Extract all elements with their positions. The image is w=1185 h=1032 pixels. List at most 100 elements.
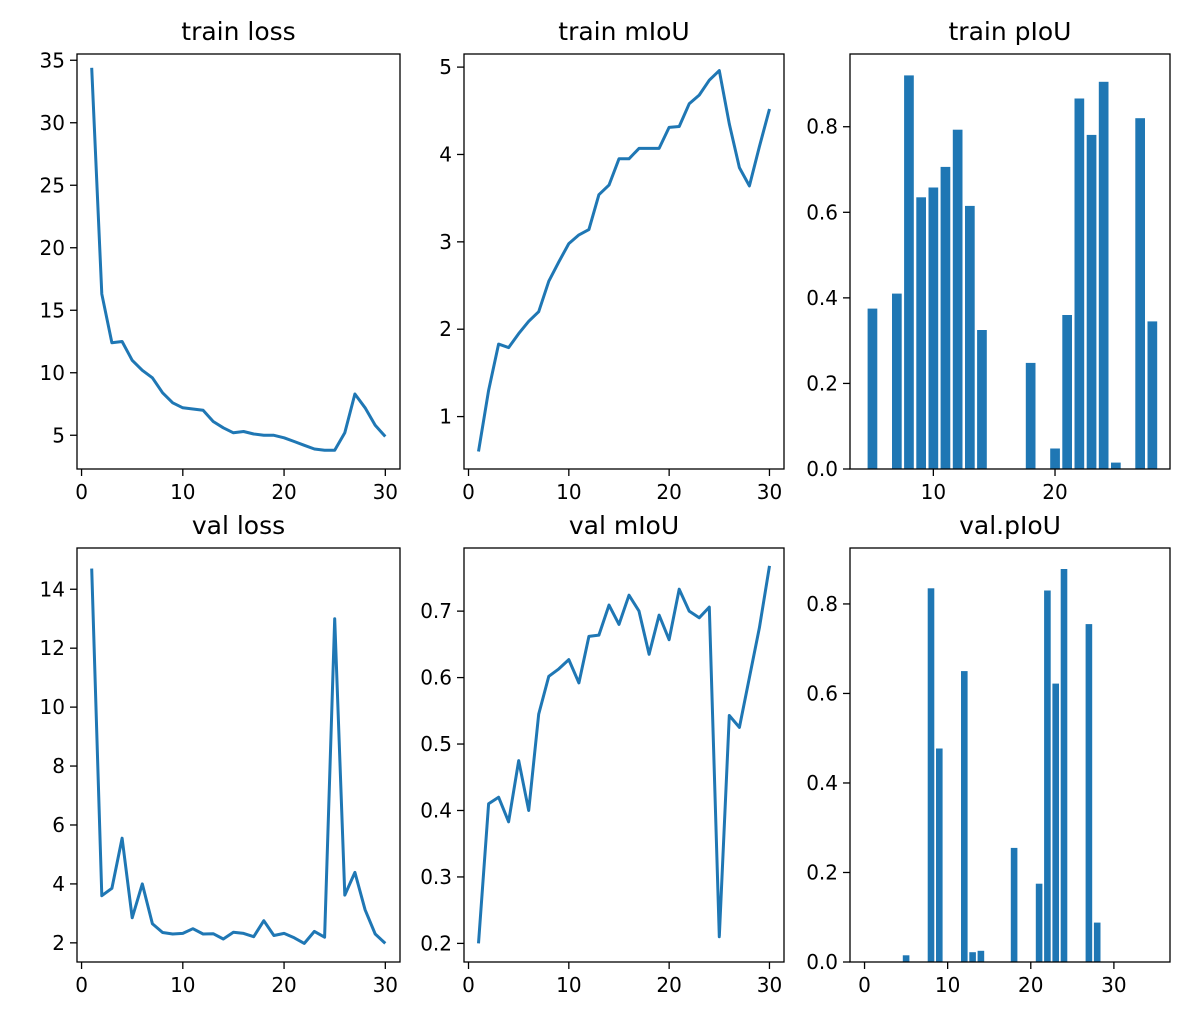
bar <box>1052 683 1059 962</box>
bar <box>1135 118 1145 469</box>
x-tick-label: 10 <box>935 973 960 997</box>
axes-frame <box>463 547 785 963</box>
y-tick-label: 10 <box>40 695 65 719</box>
bar <box>1010 847 1018 962</box>
bar <box>936 748 943 962</box>
bar <box>1035 883 1043 962</box>
x-tick-label: 0 <box>462 480 475 504</box>
x-tick-label: 0 <box>858 973 871 997</box>
bar <box>961 671 968 962</box>
bar <box>892 293 902 469</box>
y-tick-label: 6 <box>52 813 65 837</box>
axes-frame <box>849 53 1171 470</box>
x-tick-label: 30 <box>757 480 782 504</box>
y-tick-label: 15 <box>40 298 65 322</box>
bar <box>969 952 976 962</box>
panel-title: train mIoU <box>558 17 689 46</box>
bar <box>1044 590 1051 962</box>
y-tick-label: 35 <box>40 48 65 72</box>
bar <box>977 330 987 469</box>
bar <box>904 75 914 470</box>
panel-title: val mIoU <box>569 511 679 540</box>
x-tick-label: 0 <box>462 973 475 997</box>
x-tick-label: 10 <box>170 480 195 504</box>
y-tick-label: 25 <box>40 173 65 197</box>
y-tick-label: 2 <box>439 317 452 341</box>
bar <box>928 187 939 469</box>
x-tick-label: 20 <box>1018 973 1043 997</box>
y-tick-label: 0.2 <box>806 860 838 884</box>
bar <box>1086 134 1097 469</box>
y-tick-label: 14 <box>40 577 65 601</box>
y-tick-label: 12 <box>40 636 65 660</box>
y-tick-label: 5 <box>52 423 65 447</box>
bar <box>916 197 926 470</box>
series-line <box>477 565 771 944</box>
y-tick-label: 0.0 <box>806 457 838 481</box>
x-tick-label: 10 <box>556 480 581 504</box>
x-tick-label: 10 <box>556 973 581 997</box>
panel-val-miou: val mIoU 0 10 20 30 0.2 0.3 0.4 0.5 0.6 0.7 <box>420 511 785 997</box>
bar <box>1050 448 1060 469</box>
y-tick-label: 0.2 <box>806 371 838 395</box>
y-tick-label: 4 <box>439 142 452 166</box>
bar <box>1093 922 1101 962</box>
y-tick-label: 0.7 <box>420 599 452 623</box>
y-tick-label: 0.4 <box>420 798 452 822</box>
bar <box>1060 569 1068 962</box>
panel-title: val loss <box>192 511 285 540</box>
x-tick-label: 10 <box>170 973 195 997</box>
y-tick-label: 0.3 <box>420 865 452 889</box>
y-tick-label: 8 <box>52 754 65 778</box>
series-line <box>477 69 771 452</box>
y-tick-label: 1 <box>439 405 452 429</box>
bar <box>952 129 963 469</box>
x-tick-label: 30 <box>373 973 398 997</box>
x-tick-label: 0 <box>75 973 88 997</box>
y-tick-label: 0.0 <box>806 950 838 974</box>
y-tick-label: 0.8 <box>806 592 838 616</box>
bar <box>1074 98 1085 469</box>
y-tick-label: 30 <box>40 111 65 135</box>
axes-frame <box>76 547 401 963</box>
x-tick-label: 30 <box>757 973 782 997</box>
y-tick-label: 3 <box>439 230 452 254</box>
x-tick-label: 20 <box>656 480 681 504</box>
panel-val-piou: val.pIoU 0 10 20 30 0.0 0.2 0.4 0.6 0.8 <box>806 511 1171 997</box>
bar <box>1098 81 1109 470</box>
bar <box>977 950 985 962</box>
y-tick-label: 0.6 <box>806 681 838 705</box>
series-line <box>90 67 387 452</box>
panel-train-loss: train loss 0 10 20 30 5 10 15 20 25 30 35 <box>40 17 401 504</box>
x-tick-label: 20 <box>271 973 296 997</box>
panel-title: val.pIoU <box>959 511 1061 540</box>
x-tick-label: 20 <box>271 480 296 504</box>
y-tick-label: 10 <box>40 361 65 385</box>
x-tick-label: 10 <box>921 480 946 504</box>
panel-title: train pIoU <box>949 17 1072 46</box>
bar <box>1111 462 1121 469</box>
bar <box>965 205 975 469</box>
bar <box>1062 315 1072 469</box>
bar <box>1025 362 1036 469</box>
y-tick-label: 0.2 <box>420 931 452 955</box>
bar <box>902 955 910 962</box>
bar <box>1147 321 1158 469</box>
series-line <box>90 568 387 945</box>
y-tick-label: 2 <box>52 931 65 955</box>
y-tick-label: 0.4 <box>806 286 838 310</box>
x-tick-label: 30 <box>1101 973 1126 997</box>
x-tick-label: 30 <box>373 480 398 504</box>
bar <box>927 588 935 962</box>
axes-frame <box>463 53 785 470</box>
y-tick-label: 0.6 <box>806 200 838 224</box>
panel-title: train loss <box>181 17 295 46</box>
axes-frame <box>76 53 401 470</box>
y-tick-label: 0.6 <box>420 666 452 690</box>
x-tick-label: 0 <box>75 480 88 504</box>
x-tick-label: 20 <box>656 973 681 997</box>
y-tick-label: 0.8 <box>806 115 838 139</box>
bar <box>940 166 951 469</box>
